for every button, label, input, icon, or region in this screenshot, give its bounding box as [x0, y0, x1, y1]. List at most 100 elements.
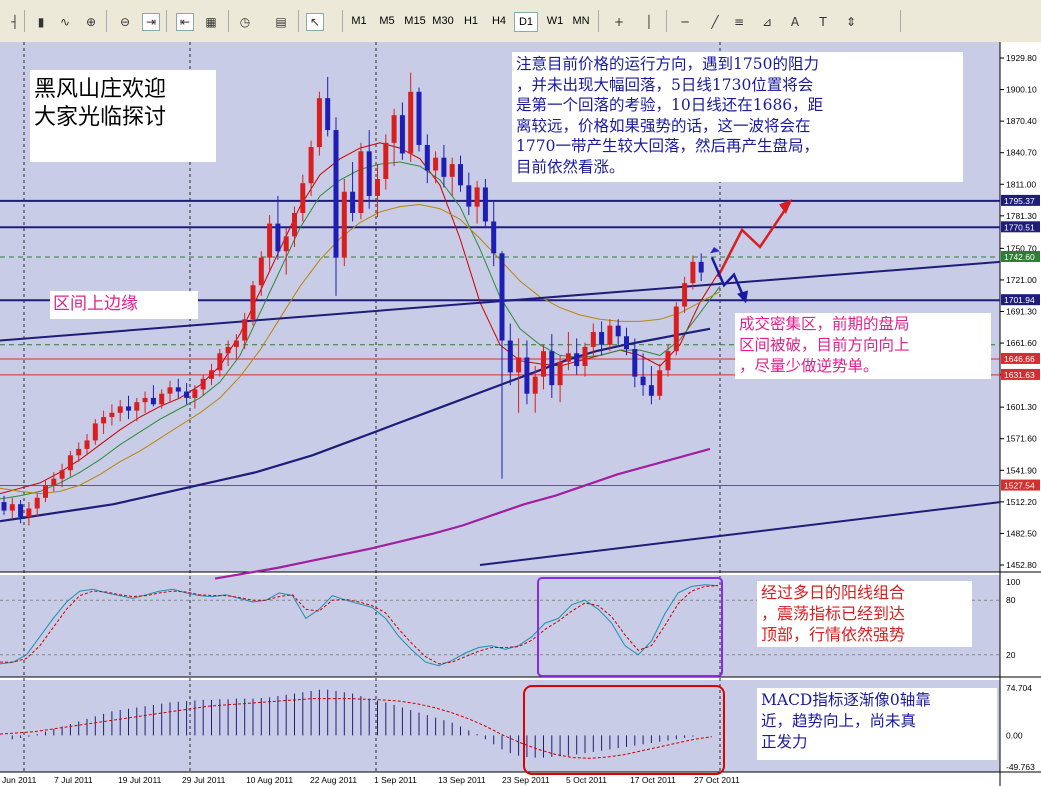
candle-body	[524, 357, 530, 394]
timeframe-m15[interactable]: M15	[404, 15, 426, 27]
candle-chart-icon[interactable]: ▮	[37, 15, 45, 29]
candle-body	[599, 332, 605, 345]
date-tick-label: 19 Jul 2011	[118, 775, 162, 785]
periodicity-icon[interactable]: ◷	[239, 15, 251, 29]
label-icon[interactable]: T	[819, 15, 827, 29]
candle	[565, 332, 571, 371]
candle-body	[424, 144, 430, 171]
candle-body	[258, 257, 264, 286]
indicators-icon[interactable]: ▦	[205, 15, 217, 29]
candle	[117, 400, 123, 422]
candle	[549, 334, 555, 398]
date-tick-label: 23 Sep 2011	[502, 775, 550, 785]
price-tick-label: 1781.30	[1006, 211, 1037, 221]
timeframe-h4[interactable]: H4	[491, 15, 507, 27]
candle-body	[574, 353, 580, 367]
candle	[76, 442, 82, 462]
candle-body	[648, 385, 654, 396]
candle-body	[134, 402, 140, 411]
candle-body	[358, 151, 364, 213]
candle	[399, 102, 405, 160]
candle	[175, 378, 181, 398]
cursor-icon[interactable]: ↖	[306, 13, 324, 31]
welcome-note: 黑风山庄欢迎 大家光临探讨	[30, 70, 216, 162]
price-label-box	[1001, 194, 1040, 206]
candle-body	[449, 164, 455, 177]
date-tick-label: Jun 2011	[2, 775, 37, 785]
volume-zone-note: 成交密集区，前期的盘局 区间被破，目前方向向上 ，尽量少做逆势单。	[735, 313, 991, 379]
candle-body	[590, 332, 596, 347]
timeframe-m5[interactable]: M5	[379, 15, 395, 27]
price-tick-label: 1571.60	[1006, 434, 1037, 444]
candle-body	[640, 376, 646, 386]
moving-average-line	[0, 203, 721, 495]
horizontal-line-icon[interactable]: ─	[681, 15, 689, 29]
timeframe-m30[interactable]: M30	[432, 15, 454, 27]
candle-body	[242, 319, 248, 341]
date-tick-label: 1 Sep 2011	[374, 775, 417, 785]
candle	[383, 134, 389, 190]
zoom-in-icon[interactable]: ⊕	[85, 15, 97, 29]
price-tick-label: 1750.70	[1006, 243, 1037, 253]
price-tick-label: 1482.50	[1006, 528, 1037, 538]
price-label-box	[1001, 294, 1040, 306]
candle	[358, 142, 364, 220]
candle-body	[225, 346, 231, 354]
candle-body	[557, 361, 563, 386]
candle-body	[458, 164, 463, 186]
candle-body	[43, 485, 48, 498]
bar-chart-icon[interactable]: ┤	[11, 15, 19, 29]
macd-note: MACD指标逐渐像0轴靠 近，趋势向上，尚未真 正发力	[757, 688, 997, 760]
fibo-fan-icon[interactable]: ⊿	[761, 15, 773, 29]
chart-shift-icon[interactable]: ⇤	[176, 13, 194, 31]
toolbar-separator	[106, 10, 107, 32]
candle	[499, 251, 505, 479]
trendline-icon[interactable]: ╱	[711, 15, 719, 29]
price-label-text: 1770.51	[1004, 222, 1035, 232]
upper-edge-note: 区间上边缘	[50, 291, 198, 319]
stoch-line	[0, 584, 719, 667]
candle-body	[126, 406, 131, 411]
candle	[233, 334, 239, 360]
candle	[217, 349, 223, 377]
timeframe-m1[interactable]: M1	[351, 15, 367, 27]
vertical-line-icon[interactable]: │	[645, 15, 653, 29]
date-tick-label: 27 Oct 2011	[694, 775, 740, 785]
candle-body	[283, 236, 289, 252]
timeframe-w1[interactable]: W1	[546, 15, 564, 27]
line-chart-icon[interactable]: ∿	[59, 15, 71, 29]
fibonacci-icon[interactable]: ≡	[733, 15, 745, 29]
candle	[267, 215, 273, 271]
zoom-out-icon[interactable]: ⊖	[119, 15, 131, 29]
candle-body	[159, 393, 165, 405]
stoch-tick-label: 80	[1006, 595, 1016, 605]
toolbar-separator	[666, 10, 667, 32]
candle-body	[673, 306, 679, 352]
resistance-note: 注意目前价格的运行方向，遇到1750的阻力 ，并未出现大幅回落，5日线1730位…	[512, 52, 963, 182]
macd-tick-label: 0.00	[1006, 730, 1023, 740]
candle	[657, 363, 663, 401]
candle	[192, 385, 198, 409]
candle	[51, 472, 57, 492]
candle	[615, 319, 621, 345]
candle	[209, 363, 214, 386]
timeframe-mn[interactable]: MN	[572, 15, 590, 27]
candle	[101, 410, 107, 435]
candle	[341, 178, 347, 267]
candle-body	[549, 351, 555, 386]
candle	[698, 253, 704, 281]
arrows-icon[interactable]: ⇕	[845, 15, 857, 29]
moving-average-line	[0, 327, 711, 523]
price-tick-label: 1541.90	[1006, 465, 1037, 475]
text-icon[interactable]: A	[790, 15, 800, 29]
timeframe-h1[interactable]: H1	[463, 15, 479, 27]
timeframe-d1[interactable]: D1	[514, 12, 538, 32]
crosshair-icon[interactable]: +	[613, 15, 625, 29]
candle-body	[267, 223, 273, 258]
templates-icon[interactable]: ▤	[275, 15, 287, 29]
candle-body	[441, 157, 447, 177]
price-label-box	[1001, 368, 1040, 380]
candle	[142, 391, 148, 413]
autoscroll-icon[interactable]: ⇥	[142, 13, 160, 31]
price-tick-label: 1512.20	[1006, 497, 1037, 507]
